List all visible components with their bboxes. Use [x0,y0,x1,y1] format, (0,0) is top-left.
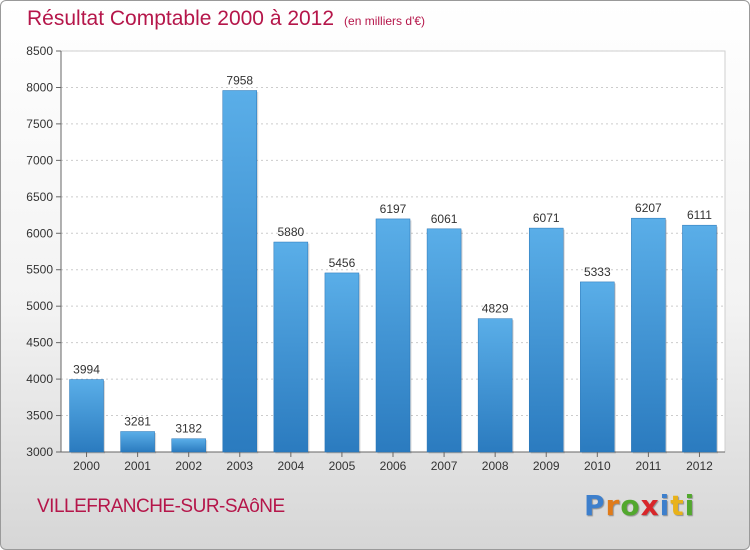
city-name: VILLEFRANCHE-SUR-SAôNE [37,496,285,517]
data-label: 4829 [482,302,509,316]
x-tick-label: 2000 [73,459,100,473]
logo-letter: i [684,489,696,522]
bar [69,379,104,453]
x-tick-label: 2012 [686,459,713,473]
bar [426,228,462,453]
data-label: 5333 [584,265,611,279]
y-tick-label: 7500 [26,117,53,131]
x-tick-label: 2004 [277,459,304,473]
chart-title: Résultat Comptable 2000 à 2012 (en millie… [27,7,425,31]
y-tick-label: 4000 [26,372,53,386]
y-tick-label: 4500 [26,336,53,350]
x-tick-label: 2003 [226,459,253,473]
x-tick-label: 2002 [175,459,202,473]
logo-letter: i [659,489,671,522]
chart-subtitle: (en milliers d'€) [344,14,426,28]
bar [528,227,564,453]
bar [222,90,258,453]
y-tick-label: 7000 [26,153,53,167]
data-label: 3182 [175,422,202,436]
bar [120,431,155,453]
bar [171,438,206,453]
logo-letter: P [584,489,606,522]
y-tick-label: 5000 [26,299,53,313]
data-label: 3281 [124,415,151,429]
x-tick-label: 2011 [635,459,661,473]
bar [631,217,666,453]
data-label: 6071 [533,211,560,225]
y-tick-label: 8000 [26,80,53,94]
x-tick-label: 2008 [482,459,509,473]
chart-title-text: Résultat Comptable 2000 à 2012 [27,7,335,30]
proxiti-logo: Proxiti [584,489,695,522]
x-tick-label: 2010 [584,459,611,473]
bar [375,218,411,453]
data-label: 7958 [226,74,253,88]
data-label: 6207 [635,201,662,215]
logo-letter: x [640,489,660,522]
y-tick-label: 3500 [26,409,53,423]
y-tick-label: 3000 [26,445,53,459]
x-tick-label: 2001 [124,459,151,473]
y-tick-label: 5500 [26,263,53,277]
data-label: 6197 [380,202,407,216]
logo-letter: t [670,489,685,522]
data-label: 6061 [431,212,458,226]
x-tick-label: 2009 [533,459,560,473]
data-label: 3994 [73,363,100,377]
data-label: 5456 [329,256,356,270]
logo-letter: o [620,489,641,522]
data-label: 5880 [277,225,304,239]
bar [580,281,615,453]
x-tick-label: 2006 [380,459,407,473]
bar [273,241,309,453]
y-tick-label: 6000 [26,226,53,240]
bar [682,224,717,453]
bar [324,272,360,453]
y-tick-label: 8500 [26,44,53,58]
bar [477,318,513,453]
x-tick-label: 2007 [431,459,458,473]
logo-letter: r [605,489,621,522]
data-label: 6111 [687,208,712,222]
y-tick-label: 6500 [26,190,53,204]
x-tick-label: 2005 [329,459,356,473]
